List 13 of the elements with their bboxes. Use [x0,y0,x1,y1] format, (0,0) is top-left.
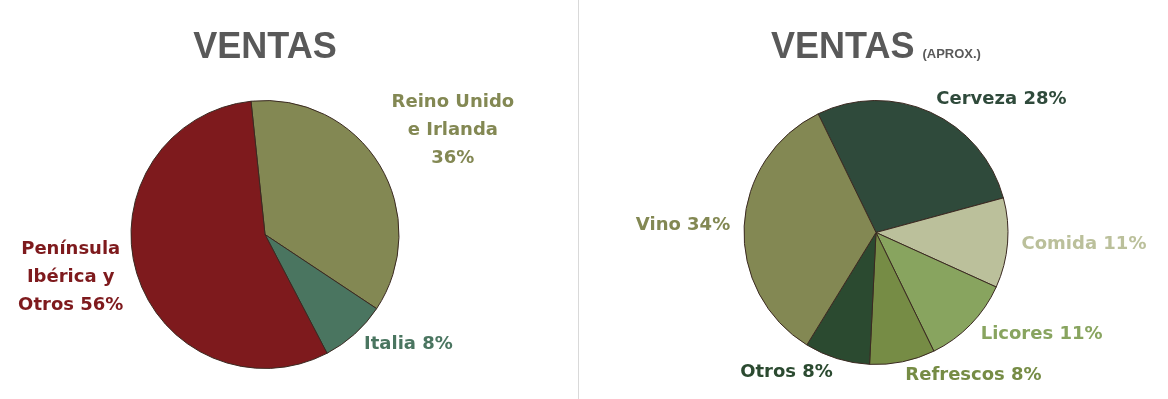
slice-label: Refrescos 8% [905,363,1042,385]
chart-title: VENTAS [193,25,337,66]
slice-label: Reino Unido e Irlanda [391,89,515,139]
slice-label: Península Ibérica y Otros 56% [18,236,124,314]
slice-label: Vino 34% [635,213,731,235]
slice-label: Cerveza 28% [936,87,1067,109]
slice-label: Licores 11% [980,321,1103,343]
chart-subtitle: (APROX.) [922,46,981,61]
slice-label: Otros 8% [740,359,833,381]
slice-label: Comida 11% [1021,231,1147,253]
slice-label: Italia 8% [364,332,453,354]
data-label: 36% [431,145,475,167]
chart-title: VENTAS [771,25,915,66]
